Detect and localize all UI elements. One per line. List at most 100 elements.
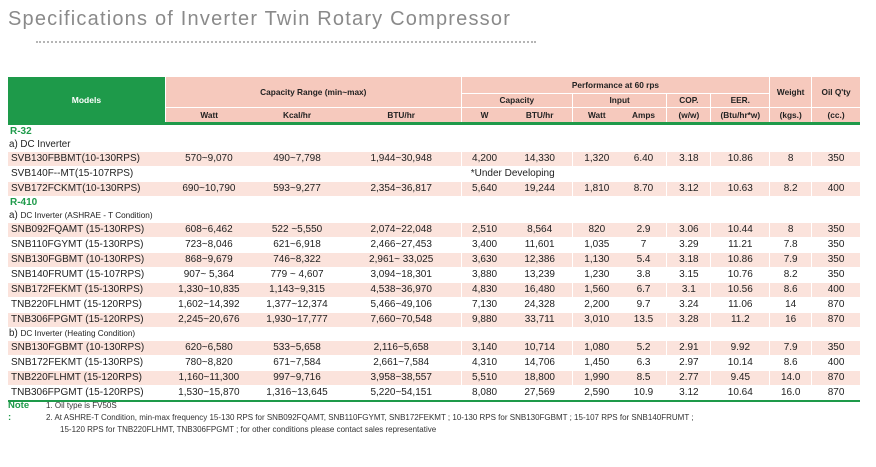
btu-cell: 2,116~5,658 — [341, 339, 462, 355]
amps-cell: 5.4 — [620, 251, 667, 267]
oil-cell: 870 — [811, 311, 860, 327]
note-line-3: 15-120 RPS for TNB220FLHMT, TNB306FPGMT … — [60, 425, 437, 434]
status-cell: *Under Developing — [165, 166, 860, 181]
cap-w-cell: 3,880 — [460, 267, 508, 282]
kcal-cell: 671~7,584 — [252, 355, 342, 370]
btu-cell: 3,094~18,301 — [341, 267, 462, 282]
table-row: SVB172FCKMT(10-130RPS) 690~10,790 593~9,27… — [8, 180, 860, 196]
eer-cell: 9.45 — [710, 369, 770, 385]
table-bottom-rule — [8, 400, 860, 402]
header-eer-unit: (Btu/hr*w) — [710, 106, 770, 122]
section-prefix: a) DC Inverter — [9, 138, 71, 150]
btu-cell: 2,661~7,584 — [341, 355, 462, 370]
weight-cell: 16.0 — [769, 385, 812, 400]
cap-w-cell: 3,140 — [460, 339, 508, 355]
table-row: SNB140FRUMT (15-107RPS) 907~ 5,364 779 ~ 4… — [8, 267, 860, 282]
watt-cell: 690~10,790 — [165, 180, 253, 196]
model-cell: SNB172FEKMT (15-130RPS) — [8, 281, 166, 297]
cap-w-cell: 5,640 — [460, 180, 508, 196]
header-cop-unit: (w/w) — [666, 106, 711, 122]
cap-btu-cell: 18,800 — [507, 369, 573, 385]
header-watt2: Watt — [571, 106, 621, 122]
weight-cell: 14.0 — [769, 369, 812, 385]
table-row: SVB140F--MT(15-107RPS) *Under Developing — [8, 166, 860, 181]
kcal-cell: 779 ~ 4,607 — [252, 267, 342, 282]
model-cell: SNB092FQAMT (15-130RPS) — [8, 221, 166, 237]
table-row: SVB130FBBMT(10-130RPS) 570~9,070 490~7,798… — [8, 150, 860, 166]
cop-cell: 3.24 — [666, 297, 711, 312]
btu-cell: 5,220~54,151 — [341, 385, 462, 400]
oil-cell: 350 — [811, 267, 860, 282]
model-cell: SVB172FCKMT(10-130RPS) — [8, 180, 166, 196]
kcal-cell: 1,143~9,315 — [252, 281, 342, 297]
in-w-cell: 2,590 — [571, 385, 621, 400]
cap-w-cell: 4,830 — [460, 281, 508, 297]
model-cell: SNB110FGYMT (15-130RPS) — [8, 237, 166, 252]
header-performance: Performance at 60 rps — [460, 77, 770, 94]
weight-cell: 8.6 — [769, 281, 812, 297]
cop-cell: 2.97 — [666, 355, 711, 370]
in-w-cell: 1,130 — [571, 251, 621, 267]
table-row: TNB306FPGMT (15-120RPS) 1,530~15,870 1,316… — [8, 385, 860, 400]
cap-btu-cell: 10,714 — [507, 339, 573, 355]
eer-cell: 10.56 — [710, 281, 770, 297]
watt-cell: 723~8,046 — [165, 237, 253, 252]
weight-cell: 8.2 — [769, 267, 812, 282]
header-btu: BTU/hr — [341, 106, 462, 122]
in-w-cell: 1,810 — [571, 180, 621, 196]
eer-cell: 11.2 — [710, 311, 770, 327]
cap-btu-cell: 16,480 — [507, 281, 573, 297]
cap-btu-cell: 12,386 — [507, 251, 573, 267]
cap-btu-cell: 13,239 — [507, 267, 573, 282]
model-cell: TNB306FPGMT (15-120RPS) — [8, 385, 166, 400]
header-capacity-range: Capacity Range (min~max) — [165, 77, 462, 107]
header-watt: Watt — [165, 106, 253, 122]
oil-cell: 350 — [811, 221, 860, 237]
btu-cell: 3,958~38,557 — [341, 369, 462, 385]
watt-cell: 868~9,679 — [165, 251, 253, 267]
eer-cell: 10.86 — [710, 150, 770, 166]
amps-cell: 6.7 — [620, 281, 667, 297]
watt-cell: 1,602~14,392 — [165, 297, 253, 312]
eer-cell: 11.21 — [710, 237, 770, 252]
table-row: SNB092FQAMT (15-130RPS) 608~6,462 522 ~5,5… — [8, 221, 860, 237]
kcal-cell: 522 ~5,550 — [252, 221, 342, 237]
eer-cell: 10.44 — [710, 221, 770, 237]
spec-table: Models Capacity Range (min~max) Performa… — [8, 77, 860, 402]
amps-cell: 8.5 — [620, 369, 667, 385]
table-row: SNB110FGYMT (15-130RPS) 723~8,046 621~6,91… — [8, 237, 860, 252]
cap-btu-cell: 33,711 — [507, 311, 573, 327]
refrigerant-row: R-32 — [8, 125, 860, 138]
btu-cell: 1,944~30,948 — [341, 150, 462, 166]
kcal-cell: 746~8,322 — [252, 251, 342, 267]
cap-btu-cell: 8,564 — [507, 221, 573, 237]
section-label: b) DC Inverter (Heating Condition) — [8, 327, 860, 340]
cop-cell: 3.06 — [666, 221, 711, 237]
eer-cell: 10.76 — [710, 267, 770, 282]
amps-cell: 7 — [620, 237, 667, 252]
amps-cell: 6.40 — [620, 150, 667, 166]
header-cop: COP. — [666, 93, 711, 107]
page-title: Specifications of Inverter Twin Rotary C… — [8, 8, 512, 30]
btu-cell: 2,466~27,453 — [341, 237, 462, 252]
in-w-cell: 3,010 — [571, 311, 621, 327]
spec-body: R-32 a) DC Inverter SVB130FBBMT(10-130RPS)… — [8, 125, 860, 402]
model-cell: TNB220FLHMT (15-120RPS) — [8, 297, 166, 312]
model-cell: SNB130FGBMT (10-130RPS) — [8, 339, 166, 355]
btu-cell: 2,354~36,817 — [341, 180, 462, 196]
oil-cell: 870 — [811, 369, 860, 385]
cop-cell: 3.12 — [666, 180, 711, 196]
header-green-rule — [8, 122, 860, 125]
note-line-2: 2. At ASHRE-T Condition, min-max frequen… — [46, 413, 694, 422]
eer-cell: 10.63 — [710, 180, 770, 196]
table-row: SNB172FEKMT (15-130RPS) 780~8,820 671~7,58… — [8, 355, 860, 370]
cop-cell: 2.77 — [666, 369, 711, 385]
oil-cell: 350 — [811, 339, 860, 355]
weight-cell: 8 — [769, 150, 812, 166]
amps-cell: 5.2 — [620, 339, 667, 355]
table-row: SNB172FEKMT (15-130RPS) 1,330~10,835 1,143… — [8, 281, 860, 297]
header-amps: Amps — [620, 106, 667, 122]
table-row: TNB220FLHMT (15-120RPS) 1,602~14,392 1,377… — [8, 297, 860, 312]
cop-cell: 3.29 — [666, 237, 711, 252]
weight-cell: 8.6 — [769, 355, 812, 370]
